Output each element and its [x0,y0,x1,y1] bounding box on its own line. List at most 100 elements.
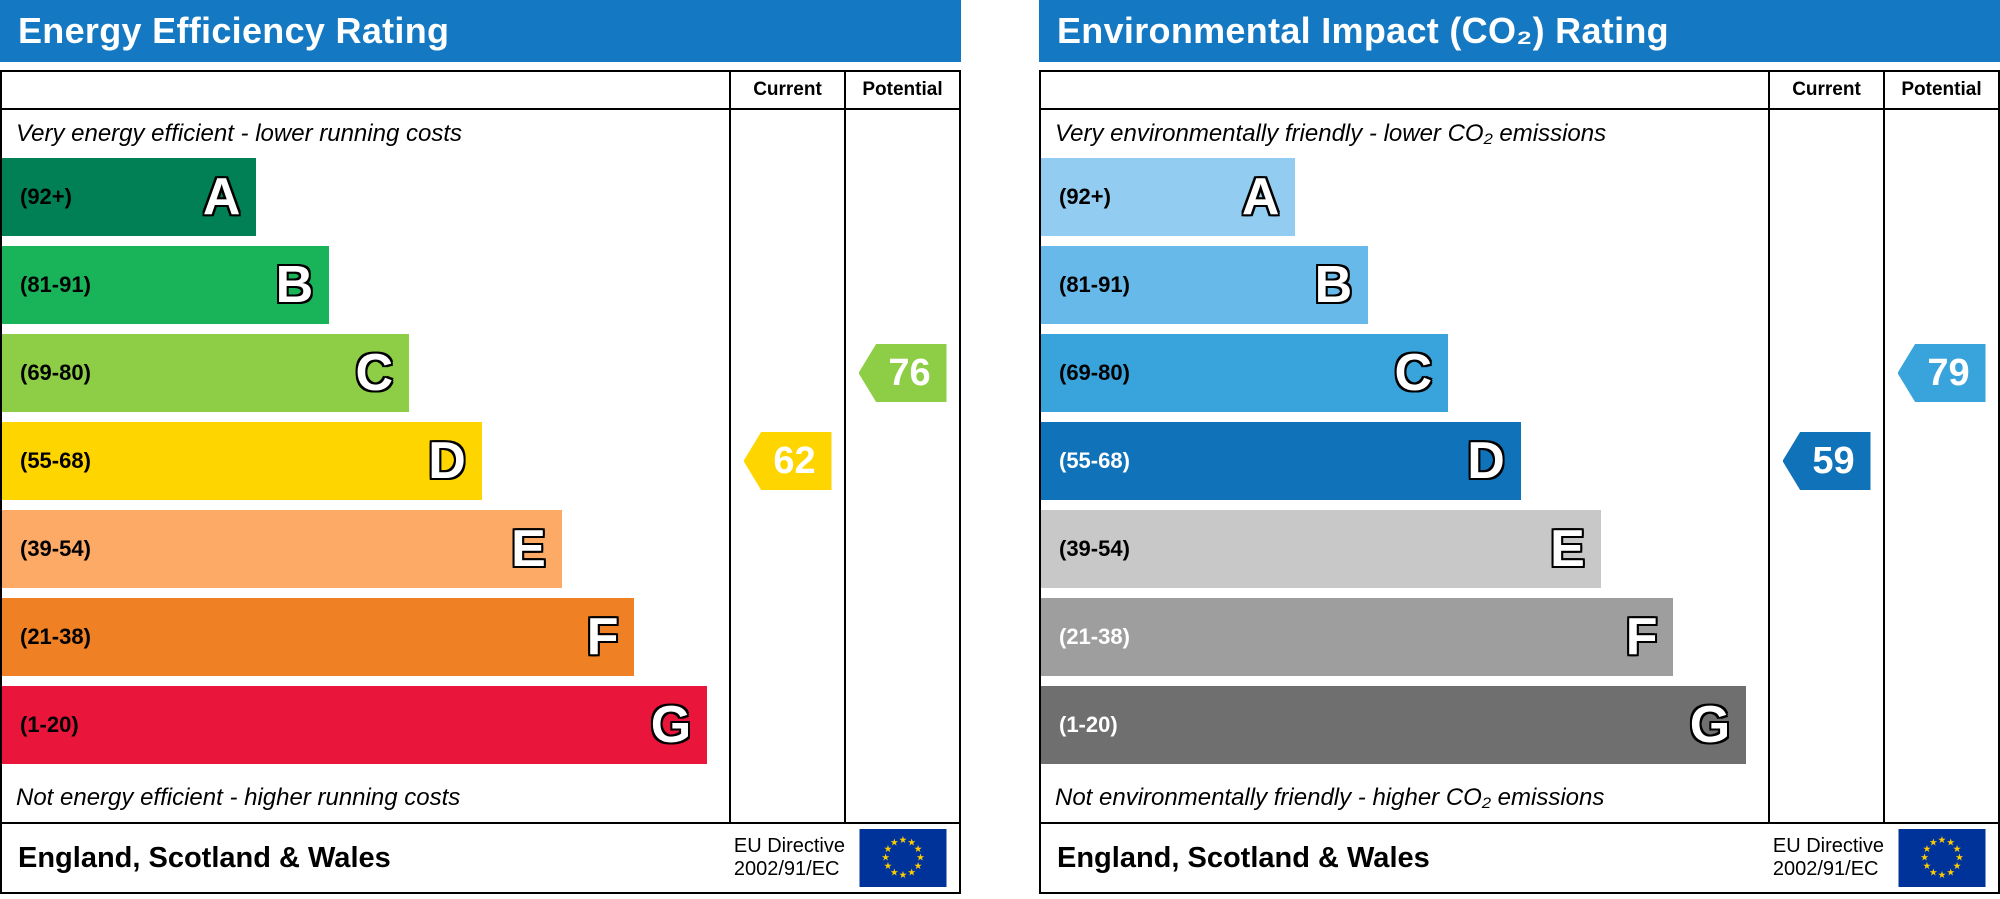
band-bar-f: (21-38) F [1041,598,1674,676]
potential-column-header: Potential [1883,72,1998,108]
svg-text:★: ★ [907,868,916,879]
band-bar-d: (55-68) D [1041,422,1521,500]
band-bar-c: (69-80) C [2,334,410,412]
band-range-label: (39-54) [20,536,91,561]
table-header-spacer [1041,72,1768,108]
potential-column: 79 [1883,110,1998,822]
svg-text:★: ★ [1953,844,1962,855]
svg-text:★: ★ [884,844,893,855]
band-bar-b: (81-91) B [1041,246,1369,324]
band-bar-a: (92+) A [2,158,257,236]
band-letter: E [1550,520,1585,578]
rating-bands: (92+) A (81-91) B (69-80) C (55-68) D (39-54) E (2… [1041,158,1768,774]
table-footer: England, Scotland & Wales EU Directive 2… [2,822,959,892]
rating-band-c: (69-80) C [1041,334,1768,422]
svg-text:★: ★ [890,868,899,879]
svg-text:★: ★ [881,853,890,864]
rating-band-e: (39-54) E [1041,510,1768,598]
rating-table: Current Potential Very environmentally f… [1039,70,2000,894]
band-bar-e: (39-54) E [1041,510,1601,588]
band-bar-a: (92+) A [1041,158,1296,236]
rating-band-c: (69-80) C [2,334,729,422]
band-letter: E [511,520,546,578]
band-letter: D [428,432,466,490]
band-range-label: (81-91) [1059,272,1130,297]
rating-scale-column: Very energy efficient - lower running co… [2,110,729,822]
svg-text:★: ★ [1946,868,1955,879]
rating-band-b: (81-91) B [2,246,729,334]
band-range-label: (69-80) [1059,360,1130,385]
band-letter: C [355,344,394,402]
rating-table-body: Very environmentally friendly - lower CO… [1041,110,1998,822]
eu-directive-label: EU Directive 2002/91/EC [734,835,845,881]
chart-title: Environmental Impact (CO₂) Rating [1057,10,1669,51]
eu-directive-line2: 2002/91/EC [1772,858,1879,880]
svg-text:★: ★ [1929,837,1938,848]
band-bar-e: (39-54) E [2,510,562,588]
svg-text:★: ★ [914,861,923,872]
chart-title-bar: Environmental Impact (CO₂) Rating [1039,0,2000,62]
band-letter: C [1394,344,1433,402]
eu-flag-icon: ★ ★ ★ ★ ★ ★ ★ ★ ★ ★ ★ ★ [857,829,949,887]
region-label: England, Scotland & Wales [18,841,391,874]
eu-flag-icon: ★ ★ ★ ★ ★ ★ ★ ★ ★ ★ ★ ★ [1896,829,1988,887]
potential-column: 76 [844,110,959,822]
eu-directive-line1: EU Directive [733,835,845,857]
band-range-label: (1-20) [1059,712,1118,737]
band-range-label: (1-20) [20,712,79,737]
rating-band-g: (1-20) G [2,686,729,774]
chart-title-bar: Energy Efficiency Rating [0,0,961,62]
rating-bands: (92+) A (81-91) B (69-80) C (55-68) D (39-54) E (2… [2,158,729,774]
current-column: 62 [729,110,844,822]
svg-text:★: ★ [1953,861,1962,872]
rating-table-body: Very energy efficient - lower running co… [2,110,959,822]
band-range-label: (39-54) [1059,536,1130,561]
band-bar-g: (1-20) G [2,686,708,764]
svg-text:★: ★ [899,870,908,881]
band-letter: G [650,696,692,754]
bottom-note: Not environmentally friendly - higher CO… [1055,784,1605,811]
svg-text:★: ★ [899,835,908,846]
table-header-row: Current Potential [2,72,959,110]
band-bar-g: (1-20) G [1041,686,1747,764]
current-column-header: Current [729,72,844,108]
band-bar-b: (81-91) B [2,246,330,324]
band-letter: A [1241,168,1280,226]
rating-band-e: (39-54) E [2,510,729,598]
bottom-note: Not energy efficient - higher running co… [16,784,461,811]
band-bar-f: (21-38) F [2,598,635,676]
band-bar-d: (55-68) D [2,422,482,500]
eu-directive-label: EU Directive 2002/91/EC [1773,835,1884,881]
band-range-label: (81-91) [20,272,91,297]
band-letter: A [202,168,241,226]
svg-text:★: ★ [914,844,923,855]
rating-band-b: (81-91) B [1041,246,1768,334]
eu-directive-line1: EU Directive [1772,835,1884,857]
band-range-label: (21-38) [20,624,91,649]
band-range-label: (55-68) [1059,448,1130,473]
svg-text:★: ★ [1938,870,1947,881]
potential-column-header: Potential [844,72,959,108]
band-letter: F [1625,608,1658,666]
current-rating-arrow: 59 [1782,432,1871,490]
svg-text:★: ★ [1955,853,1964,864]
band-range-label: (21-38) [1059,624,1130,649]
svg-text:★: ★ [1946,837,1955,848]
table-footer: England, Scotland & Wales EU Directive 2… [1041,822,1998,892]
rating-scale-column: Very environmentally friendly - lower CO… [1041,110,1768,822]
band-letter: B [275,256,314,314]
band-range-label: (69-80) [20,360,91,385]
energy-efficiency-rating-chart: Energy Efficiency Rating Current Potenti… [0,0,961,894]
rating-band-d: (55-68) D [1041,422,1768,510]
table-header-row: Current Potential [1041,72,1998,110]
top-note: Very energy efficient - lower running co… [16,120,462,147]
current-column-header: Current [1768,72,1883,108]
eu-directive-line2: 2002/91/EC [733,858,840,880]
rating-band-d: (55-68) D [2,422,729,510]
band-range-label: (92+) [20,184,72,209]
svg-text:★: ★ [1938,835,1947,846]
current-rating-arrow: 62 [743,432,832,490]
top-note: Very environmentally friendly - lower CO… [1055,120,1607,147]
band-letter: G [1689,696,1731,754]
